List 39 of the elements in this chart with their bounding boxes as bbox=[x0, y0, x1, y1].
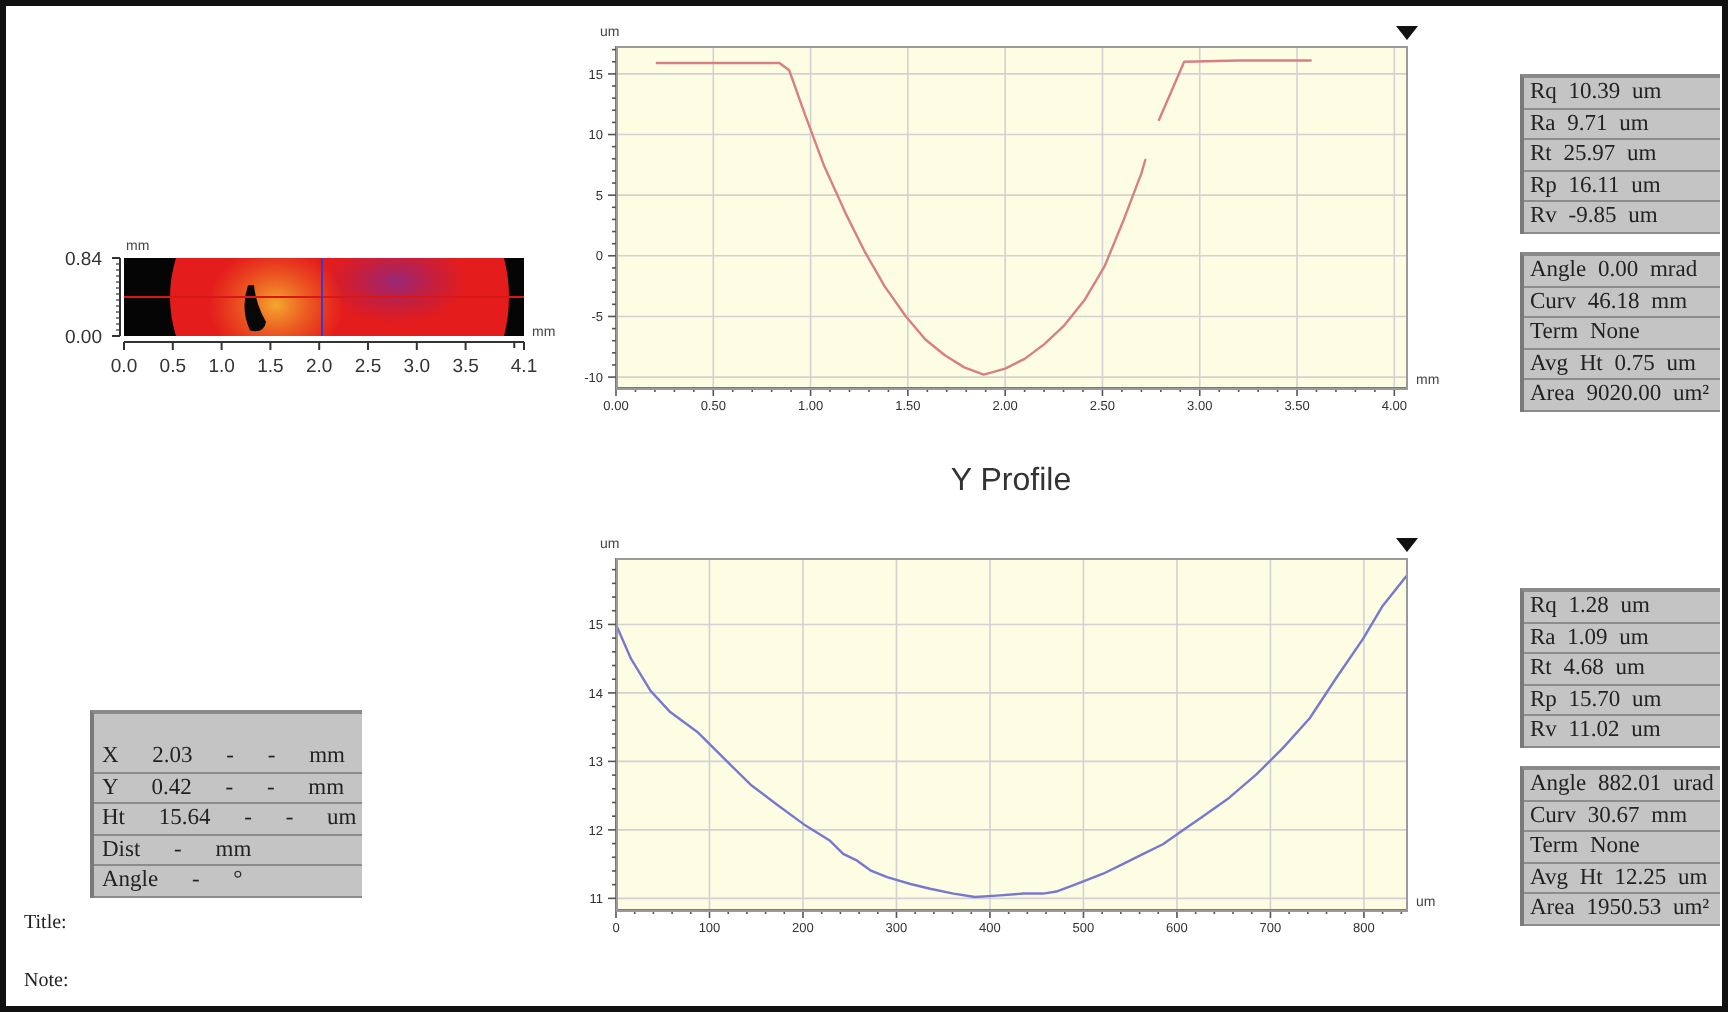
text: Curv 46.18 mm bbox=[1530, 289, 1688, 314]
text: Rp 15.70 um bbox=[1530, 687, 1662, 712]
text: 4.1 bbox=[510, 356, 538, 378]
text: 3.0 bbox=[403, 356, 431, 378]
text: Ht 15.64 - - um bbox=[102, 806, 357, 831]
chart-title: Y Profile bbox=[950, 464, 1072, 498]
text: 1.5 bbox=[257, 356, 284, 378]
text: 2.5 bbox=[354, 356, 382, 378]
text: X 2.03 - - mm bbox=[102, 744, 345, 768]
text: Title: bbox=[24, 912, 67, 934]
text: 0.00 bbox=[65, 327, 102, 349]
text: Avg Ht 0.75 um bbox=[1530, 351, 1696, 376]
text: 0.5 bbox=[159, 356, 187, 378]
text: Ra 9.71 um bbox=[1530, 111, 1649, 136]
text: Rp 16.11 um bbox=[1530, 173, 1661, 198]
text: Rt 4.68 um bbox=[1530, 656, 1645, 681]
text: 0.84 bbox=[65, 249, 102, 271]
text: Y 0.42 - - mm bbox=[102, 775, 345, 800]
text: Rv 11.02 um bbox=[1530, 718, 1661, 743]
text: 0.0 bbox=[110, 356, 138, 378]
text: Angle 0.00 mrad bbox=[1530, 258, 1698, 282]
text: 2.0 bbox=[305, 356, 333, 378]
text: 1.0 bbox=[208, 356, 235, 378]
text: Term None bbox=[1530, 834, 1640, 859]
text: 3.5 bbox=[452, 356, 479, 378]
text: Rv -9.85 um bbox=[1530, 204, 1658, 229]
text: Area 1950.53 um² bbox=[1530, 896, 1710, 921]
text: Rt 25.97 um bbox=[1530, 142, 1657, 167]
text: Note: bbox=[24, 970, 69, 992]
text: Term None bbox=[1530, 320, 1640, 345]
text: Rq 1.28 um bbox=[1530, 594, 1650, 618]
text: Angle - ° bbox=[102, 868, 243, 893]
text: Area 9020.00 um² bbox=[1530, 382, 1710, 407]
text: Ra 1.09 um bbox=[1530, 625, 1649, 650]
text: Angle 882.01 urad bbox=[1530, 772, 1714, 796]
text: Avg Ht 12.25 um bbox=[1530, 865, 1708, 890]
text: Curv 30.67 mm bbox=[1530, 803, 1688, 828]
text: Rq 10.39 um bbox=[1530, 80, 1662, 104]
text: Dist - mm bbox=[102, 837, 252, 862]
